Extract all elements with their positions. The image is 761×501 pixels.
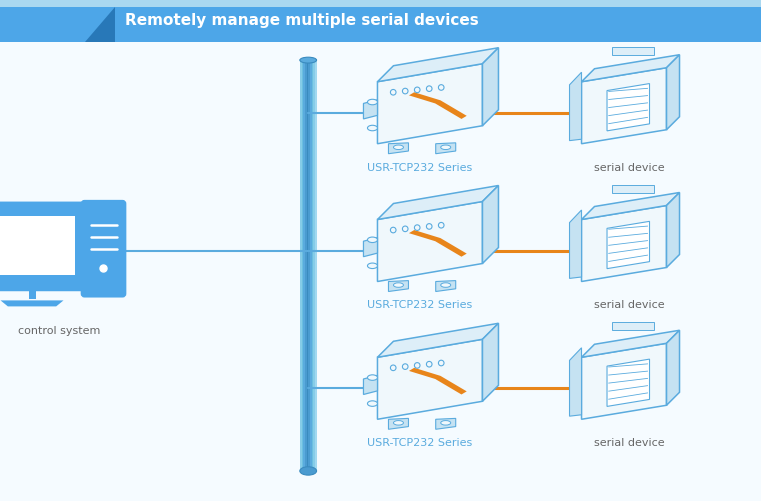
Ellipse shape	[368, 401, 377, 406]
FancyBboxPatch shape	[311, 60, 314, 471]
Ellipse shape	[393, 283, 403, 287]
Ellipse shape	[368, 375, 377, 380]
Polygon shape	[482, 185, 498, 264]
Polygon shape	[364, 237, 377, 257]
Polygon shape	[364, 100, 377, 119]
FancyBboxPatch shape	[28, 287, 36, 300]
Ellipse shape	[393, 420, 403, 425]
Polygon shape	[569, 72, 581, 141]
Text: serial device: serial device	[594, 301, 664, 311]
Polygon shape	[581, 68, 667, 144]
Ellipse shape	[368, 125, 377, 131]
Polygon shape	[612, 47, 654, 55]
Ellipse shape	[368, 237, 377, 242]
FancyBboxPatch shape	[0, 202, 88, 291]
Ellipse shape	[441, 145, 451, 149]
Polygon shape	[667, 330, 680, 405]
Polygon shape	[607, 221, 650, 269]
Text: serial device: serial device	[594, 438, 664, 448]
Polygon shape	[612, 322, 654, 330]
Polygon shape	[388, 281, 409, 292]
Polygon shape	[482, 48, 498, 126]
Polygon shape	[377, 323, 498, 357]
Polygon shape	[409, 92, 466, 119]
Polygon shape	[377, 48, 498, 82]
Polygon shape	[388, 418, 409, 429]
Polygon shape	[607, 359, 650, 406]
Polygon shape	[388, 143, 409, 154]
Polygon shape	[482, 323, 498, 401]
Polygon shape	[436, 418, 456, 429]
FancyBboxPatch shape	[0, 0, 761, 7]
Polygon shape	[409, 368, 466, 394]
Ellipse shape	[393, 145, 403, 149]
Polygon shape	[581, 205, 667, 282]
Polygon shape	[581, 55, 680, 82]
Circle shape	[100, 265, 107, 272]
Polygon shape	[377, 64, 482, 144]
Polygon shape	[581, 192, 680, 219]
Polygon shape	[569, 348, 581, 416]
FancyBboxPatch shape	[303, 60, 305, 471]
Polygon shape	[436, 143, 456, 154]
Text: Remotely manage multiple serial devices: Remotely manage multiple serial devices	[125, 14, 479, 29]
FancyBboxPatch shape	[305, 60, 307, 471]
Text: serial device: serial device	[594, 163, 664, 173]
Polygon shape	[581, 330, 680, 357]
Polygon shape	[85, 7, 115, 42]
FancyBboxPatch shape	[308, 60, 310, 471]
FancyBboxPatch shape	[0, 216, 75, 275]
FancyBboxPatch shape	[310, 60, 311, 471]
Text: USR-TCP232 Series: USR-TCP232 Series	[368, 163, 473, 173]
Polygon shape	[607, 84, 650, 131]
Ellipse shape	[441, 283, 451, 287]
Polygon shape	[377, 185, 498, 219]
Text: USR-TCP232 Series: USR-TCP232 Series	[368, 438, 473, 448]
Polygon shape	[667, 192, 680, 268]
Polygon shape	[667, 55, 680, 130]
Polygon shape	[581, 343, 667, 419]
Polygon shape	[1, 301, 63, 307]
FancyBboxPatch shape	[301, 60, 303, 471]
Polygon shape	[612, 184, 654, 192]
Polygon shape	[569, 210, 581, 279]
Polygon shape	[377, 201, 482, 282]
Polygon shape	[364, 375, 377, 394]
Polygon shape	[409, 230, 466, 257]
FancyBboxPatch shape	[81, 201, 126, 297]
Ellipse shape	[368, 263, 377, 269]
Polygon shape	[436, 281, 456, 292]
Polygon shape	[377, 339, 482, 419]
Text: USR-TCP232 Series: USR-TCP232 Series	[368, 301, 473, 311]
Ellipse shape	[300, 57, 317, 63]
FancyBboxPatch shape	[307, 60, 308, 471]
FancyBboxPatch shape	[300, 60, 301, 471]
FancyBboxPatch shape	[314, 60, 315, 471]
FancyBboxPatch shape	[0, 0, 761, 42]
Ellipse shape	[368, 99, 377, 105]
Ellipse shape	[300, 467, 317, 475]
Ellipse shape	[441, 420, 451, 425]
Text: control system: control system	[18, 326, 100, 336]
FancyBboxPatch shape	[315, 60, 317, 471]
